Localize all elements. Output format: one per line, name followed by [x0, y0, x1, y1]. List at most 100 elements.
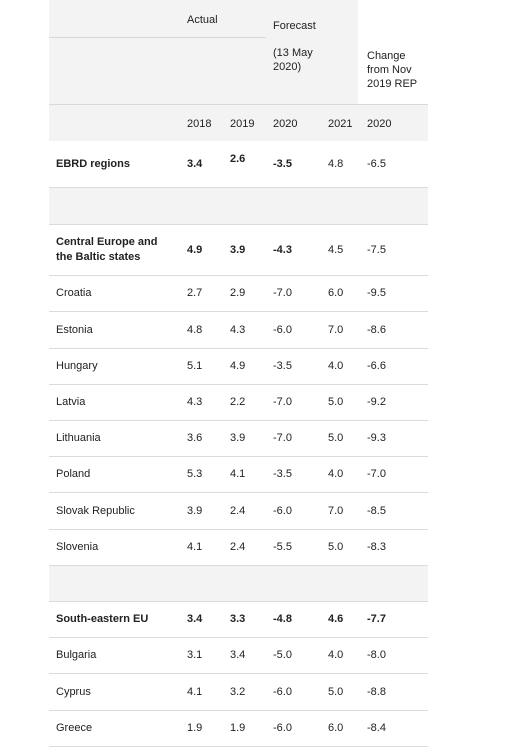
value-2019: 4.1	[230, 468, 246, 480]
value-2019: 3.9	[230, 432, 246, 444]
value-2018: 4.3	[187, 396, 203, 408]
value-change: -8.0	[367, 649, 386, 661]
value-2021: 7.0	[328, 504, 344, 517]
value-2020: -6.0	[273, 685, 292, 698]
table-row: Greece 1.9 1.9 -6.0 6.0 -8.4	[49, 711, 428, 747]
value-change: -8.8	[367, 685, 386, 698]
value-change: -9.5	[367, 287, 386, 299]
spacer-row	[49, 188, 428, 225]
table-row: EBRD regions 3.4 2.6 -3.5 4.8 -6.5	[49, 141, 428, 188]
value-2021: 5.0	[328, 541, 344, 553]
table-row: South-eastern EU 3.4 3.3 -4.8 4.6 -7.7	[49, 602, 428, 638]
value-2018: 3.4	[187, 157, 203, 170]
value-2021: 4.6	[328, 613, 344, 625]
value-change: -6.6	[367, 360, 386, 372]
value-2018: 4.9	[187, 243, 203, 256]
table-row: Latvia 4.3 2.2 -7.0 5.0 -9.2	[49, 385, 428, 421]
value-2021: 5.0	[328, 432, 344, 444]
value-2021: 4.5	[328, 243, 344, 256]
value-2019: 2.2	[230, 396, 246, 408]
value-2018: 2.7	[187, 287, 203, 299]
value-2019: 3.2	[230, 685, 246, 698]
value-2020: -4.3	[273, 243, 292, 256]
row-label: Slovak Republic	[56, 504, 135, 517]
row-label: Poland	[56, 468, 91, 480]
header-divider	[49, 104, 428, 105]
value-2021: 4.0	[328, 360, 344, 372]
table-row: Lithuania 3.6 3.9 -7.0 5.0 -9.3	[49, 421, 428, 457]
row-label: Greece	[56, 722, 93, 734]
value-2018: 4.1	[187, 685, 203, 698]
value-change: -9.2	[367, 396, 386, 408]
value-2019: 2.6	[230, 153, 246, 165]
row-label: Bulgaria	[56, 649, 97, 661]
value-2020: -6.0	[273, 722, 292, 734]
value-2019: 4.9	[230, 360, 246, 372]
value-2018: 4.1	[187, 541, 203, 553]
row-label: EBRD regions	[56, 157, 130, 170]
forecast-date: (13 May 2020)	[273, 47, 313, 73]
year-header: 2020	[367, 118, 392, 130]
table-row: Hungary 5.1 4.9 -3.5 4.0 -6.6	[49, 349, 428, 385]
value-2020: -4.8	[273, 613, 292, 625]
value-change: -6.5	[367, 157, 386, 170]
value-2019: 3.9	[230, 243, 246, 256]
table-row: Bulgaria 3.1 3.4 -5.0 4.0 -8.0	[49, 638, 428, 674]
row-label: Cyprus	[56, 685, 91, 698]
table-row: Estonia 4.8 4.3 -6.0 7.0 -8.6	[49, 312, 428, 349]
value-2021: 5.0	[328, 685, 344, 698]
value-2021: 4.0	[328, 649, 344, 661]
row-label: Slovenia	[56, 541, 99, 553]
value-change: -7.5	[367, 243, 386, 256]
value-2020: -3.5	[273, 157, 292, 170]
value-2018: 3.1	[187, 649, 203, 661]
value-2021: 7.0	[328, 323, 344, 336]
value-change: -8.3	[367, 541, 386, 553]
value-change: -8.6	[367, 323, 386, 336]
table-row: Slovak Republic 3.9 2.4 -6.0 7.0 -8.5	[49, 493, 428, 530]
value-2021: 6.0	[328, 287, 344, 299]
year-header: 2019	[230, 118, 255, 130]
header-background	[49, 0, 266, 105]
value-2019: 4.3	[230, 323, 246, 336]
change-header: Change from Nov 2019 REP	[367, 50, 418, 90]
value-2020: -3.5	[273, 360, 292, 372]
row-label: South-eastern EU	[56, 613, 149, 625]
value-2019: 3.4	[230, 649, 246, 661]
value-2018: 3.6	[187, 432, 203, 444]
value-2019: 1.9	[230, 722, 246, 734]
row-label: Central Europe and the Baltic states	[56, 236, 158, 263]
forecast-header-background	[266, 0, 358, 105]
value-change: -9.3	[367, 432, 386, 444]
value-2018: 4.8	[187, 323, 203, 336]
spacer-row	[49, 566, 428, 602]
value-2021: 4.8	[328, 157, 344, 170]
actual-header: Actual	[187, 14, 218, 26]
value-2020: -7.0	[273, 396, 292, 408]
value-change: -7.7	[367, 613, 386, 625]
table-row: Croatia 2.7 2.9 -7.0 6.0 -9.5	[49, 276, 428, 312]
table-row: Central Europe and the Baltic states 4.9…	[49, 225, 428, 276]
row-label: Lithuania	[56, 432, 101, 444]
table-row: Slovenia 4.1 2.4 -5.5 5.0 -8.3	[49, 530, 428, 566]
value-2018: 1.9	[187, 722, 203, 734]
year-header: 2020	[273, 118, 298, 130]
year-header: 2021	[328, 118, 353, 130]
value-2020: -7.0	[273, 432, 292, 444]
value-2019: 2.4	[230, 541, 246, 553]
row-label: Croatia	[56, 287, 92, 299]
value-2020: -5.5	[273, 541, 292, 553]
value-2021: 5.0	[328, 396, 344, 408]
row-label: Latvia	[56, 396, 86, 408]
table-header: Actual Forecast (13 May 2020) Change fro…	[49, 0, 428, 141]
value-change: -8.5	[367, 504, 386, 517]
value-2021: 4.0	[328, 468, 344, 480]
value-2020: -6.0	[273, 323, 292, 336]
value-2018: 5.3	[187, 468, 203, 480]
value-2019: 3.3	[230, 613, 246, 625]
year-row-background	[49, 105, 428, 141]
value-2020: -5.0	[273, 649, 292, 661]
value-2018: 3.9	[187, 504, 203, 517]
row-label: Estonia	[56, 323, 93, 336]
value-2020: -6.0	[273, 504, 292, 517]
